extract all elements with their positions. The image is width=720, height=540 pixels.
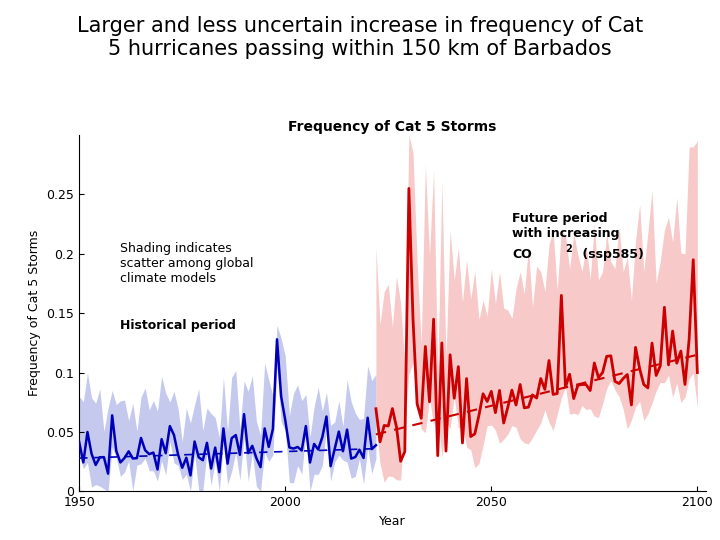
- Text: 2: 2: [565, 244, 572, 254]
- Text: Future period
with increasing: Future period with increasing: [512, 212, 619, 240]
- Title: Frequency of Cat 5 Storms: Frequency of Cat 5 Storms: [288, 120, 497, 134]
- Text: (ssp585): (ssp585): [578, 248, 644, 261]
- Y-axis label: Frequency of Cat 5 Storms: Frequency of Cat 5 Storms: [28, 230, 41, 396]
- Text: Larger and less uncertain increase in frequency of Cat
5 hurricanes passing with: Larger and less uncertain increase in fr…: [77, 16, 643, 59]
- Text: CO: CO: [512, 248, 531, 261]
- Text: Historical period: Historical period: [120, 319, 236, 332]
- Text: Shading indicates
scatter among global
climate models: Shading indicates scatter among global c…: [120, 242, 254, 285]
- X-axis label: Year: Year: [379, 515, 405, 528]
